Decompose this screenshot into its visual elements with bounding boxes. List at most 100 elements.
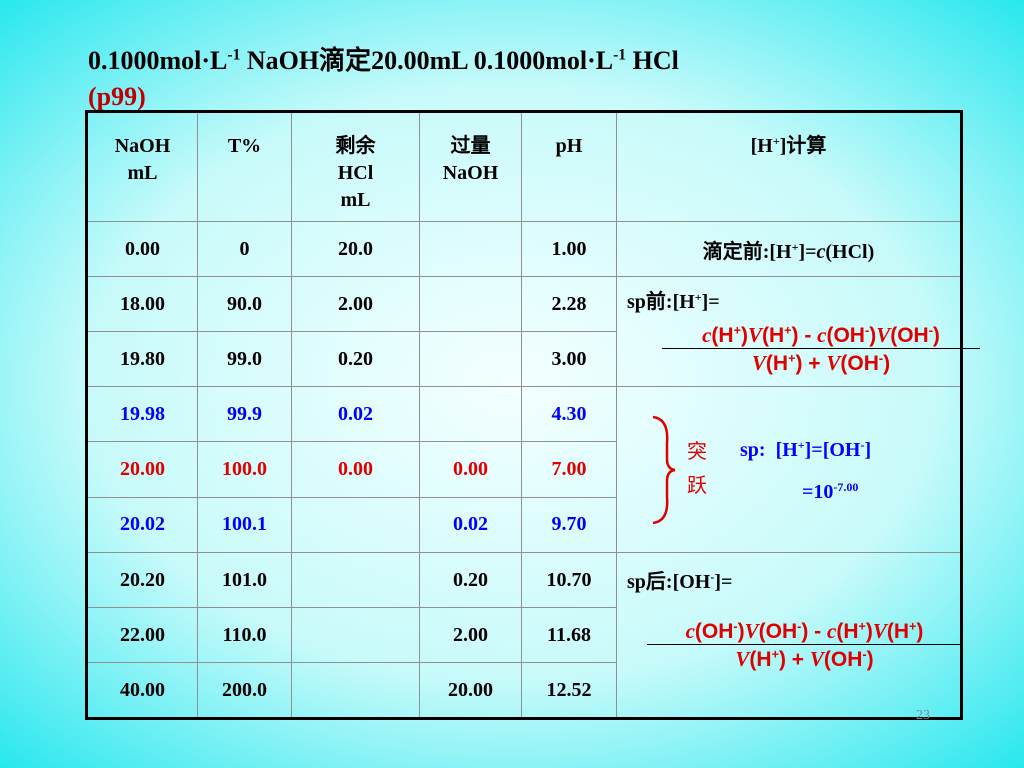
- table-row: 19.98 99.9 0.02 4.30 突跃 sp: [H+]=[OH-] =10-7.0…: [86, 385, 962, 553]
- numerator: c(OH-)V(OH-) - c(H+)V(H+): [647, 619, 962, 644]
- cell: 0.00: [291, 441, 420, 498]
- text-part: -1: [613, 46, 627, 64]
- cell: 20.02: [86, 496, 198, 554]
- text-part: ]=: [714, 571, 733, 593]
- cell-text: 18.00: [120, 292, 165, 315]
- text-part: -: [860, 437, 865, 452]
- text-part: (OH: [694, 620, 734, 643]
- header-line: T%: [227, 135, 262, 157]
- text-part: c: [817, 323, 827, 347]
- cell-text: 2.28: [551, 292, 587, 315]
- text-part: ]=: [798, 240, 817, 263]
- denominator: V(H+) + V(OH-): [647, 644, 962, 672]
- cell: 20.20: [86, 552, 198, 608]
- text-part: -: [878, 351, 884, 366]
- cell-text: 100.1: [222, 513, 267, 536]
- text-part: -7.00: [833, 479, 859, 494]
- cell: 12.52: [521, 662, 617, 719]
- sp-value: =10-7.00: [802, 481, 858, 504]
- text-part: ): [916, 620, 924, 643]
- header-cell: pH: [521, 111, 617, 222]
- text-part: ): [737, 620, 745, 643]
- text-part: ): [932, 324, 940, 347]
- cell-text: 1.00: [551, 237, 587, 260]
- text-part: 滴定前:[H: [702, 240, 792, 263]
- cell: 18.00: [86, 276, 198, 332]
- header-line: mL: [127, 162, 158, 184]
- text-part: -: [797, 619, 802, 634]
- text-part: +: [788, 351, 796, 366]
- cell: 22.00: [86, 607, 198, 663]
- page-number: 23: [916, 708, 930, 723]
- text-part: +: [733, 323, 741, 338]
- table-body: 0.00 0 20.0 1.00 滴定前:[H+]=c(HCl) 18.00 90.0 2.0…: [86, 221, 980, 719]
- cell-text: 12.52: [546, 678, 592, 701]
- text-part: +: [802, 352, 827, 375]
- cell-text: 3.00: [551, 347, 587, 370]
- text-part: ): [865, 620, 873, 643]
- cell: 20.0: [291, 221, 420, 277]
- text-part: (OH: [758, 620, 798, 643]
- text-part: -: [862, 647, 867, 662]
- cell-text: 20.02: [120, 513, 165, 536]
- text-part: ): [869, 324, 877, 347]
- cell-text: 10.70: [546, 568, 592, 591]
- text-part: -: [928, 323, 933, 338]
- text-part: ): [778, 648, 786, 671]
- cell-text: 0.20: [338, 347, 373, 370]
- text-part: -1: [227, 46, 241, 64]
- text-part: ]计算: [779, 135, 827, 157]
- cell: 1.00: [521, 221, 617, 277]
- cell-text: 40.00: [120, 678, 165, 701]
- cell-text: 19.98: [120, 402, 165, 425]
- text-part: V: [751, 351, 766, 375]
- text-part: NaOH滴定20.00mL 0.1000mol·L: [240, 46, 614, 75]
- formula-box: 突跃 sp: [H+]=[OH-] =10-7.00: [617, 387, 960, 552]
- cell: 0: [197, 221, 292, 277]
- formula-label: sp后:[OH-]=: [627, 565, 732, 594]
- text-part: ]: [864, 439, 872, 461]
- text-part: +: [694, 289, 702, 304]
- text-part: V: [809, 647, 824, 671]
- cell: 19.80: [86, 331, 198, 387]
- cell: 90.0: [197, 276, 292, 332]
- cell: 4.30: [521, 385, 617, 443]
- cell: 2.00: [419, 607, 522, 663]
- cell-text: 99.9: [227, 402, 262, 425]
- text-part: +: [797, 437, 805, 452]
- cell: 100.1: [197, 496, 292, 554]
- formula-cell: sp后:[OH-]= c(OH-)V(OH-) - c(H+)V(H+) V(H+)…: [616, 552, 962, 719]
- header-line: pH: [555, 135, 583, 157]
- cell: 110.0: [197, 607, 292, 663]
- text-part: (H: [711, 324, 734, 347]
- cell: 7.00: [521, 441, 617, 498]
- text-part: HCl: [626, 46, 679, 75]
- text-part: ): [866, 648, 874, 671]
- cell: 100.0: [197, 441, 292, 498]
- cell: 10.70: [521, 552, 617, 608]
- text-part: (H: [886, 620, 910, 643]
- cell-text: 0.02: [453, 513, 488, 536]
- cell: 0.20: [419, 552, 522, 608]
- formula-cell: 突跃 sp: [H+]=[OH-] =10-7.00: [616, 386, 962, 553]
- cell-text: 90.0: [227, 292, 262, 315]
- formula-cell: sp前:[H+]= c(H+)V(H+) - c(OH-)V(OH-) V(H+) …: [616, 276, 980, 387]
- text-part: =10: [802, 481, 834, 503]
- header-line: 过量: [450, 135, 491, 157]
- cell: 99.0: [197, 331, 292, 387]
- table-row: 18.00 90.0 2.00 2.28 sp前:[H+]= c(H+)V(H+) - c…: [86, 276, 980, 387]
- text-part: (H: [761, 324, 785, 347]
- cell-text: 0.00: [338, 457, 373, 480]
- cell: [419, 331, 522, 387]
- header-line: NaOH: [114, 135, 171, 157]
- cell: [291, 552, 420, 608]
- text-part: +: [784, 323, 792, 338]
- header-row: NaOH mL T% 剩余 HCl mL 过量 NaOH pH [H+]计算: [86, 111, 962, 222]
- fraction: c(OH-)V(OH-) - c(H+)V(H+) V(H+) + V(OH-): [647, 619, 962, 672]
- cell: 20.00: [419, 662, 522, 719]
- cell-text: 20.0: [338, 237, 373, 260]
- text-part: c: [827, 619, 837, 643]
- text-part: ): [883, 352, 891, 375]
- header-line: NaOH: [442, 162, 499, 184]
- table-row: 40.00 200.0 20.00 12.52: [86, 662, 962, 719]
